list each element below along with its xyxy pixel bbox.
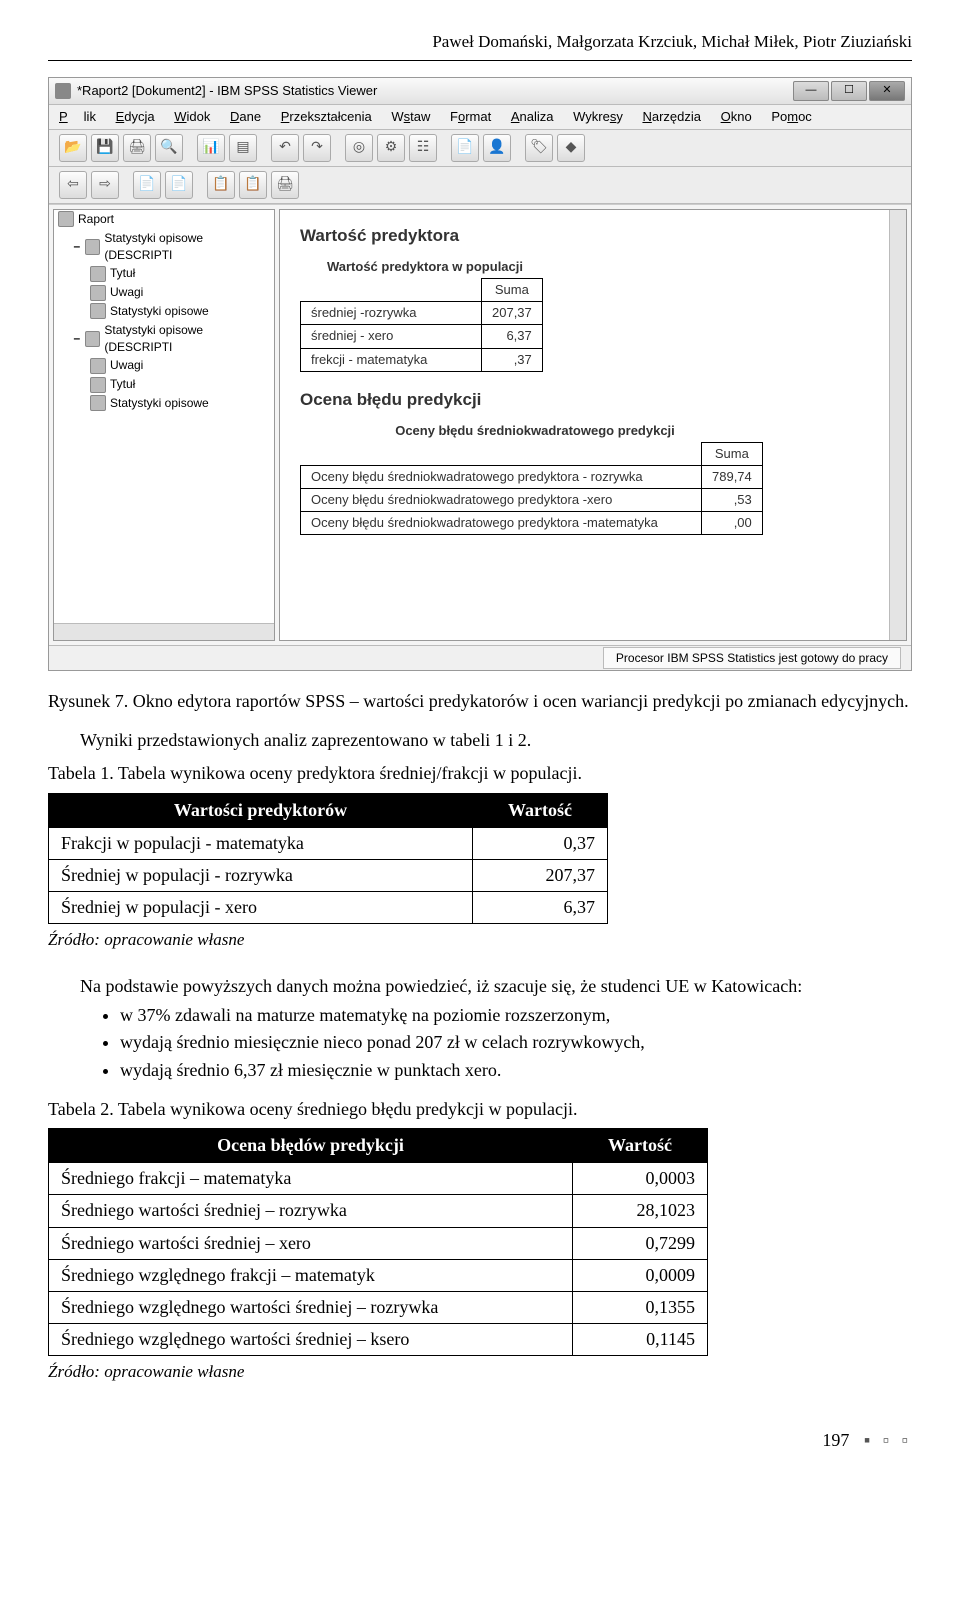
- toolbar-primary: 📂 💾 🖨 🔍 📊 ▤ ↶ ↷ ◎ ⚙ ☷ 📄 👤 🏷 ◆: [49, 130, 911, 167]
- tree-item[interactable]: Uwagi: [54, 283, 274, 302]
- stats-icon: [85, 331, 101, 347]
- note-icon: [90, 395, 106, 411]
- table1-predictor-values: Wartości predyktorów Wartość Frakcji w p…: [48, 793, 608, 925]
- scrollbar-vertical[interactable]: [889, 210, 906, 640]
- table-title: Oceny błędu średniokwadratowego predykcj…: [300, 422, 770, 440]
- menu-okno[interactable]: Okno: [721, 108, 752, 126]
- menu-wykresy[interactable]: Wykresy: [573, 108, 623, 126]
- app-icon: [55, 83, 71, 99]
- nav-print-icon[interactable]: 🖨: [271, 171, 299, 199]
- status-text: Procesor IBM SPSS Statistics jest gotowy…: [603, 647, 901, 670]
- th-predictors: Wartości predyktorów: [49, 793, 473, 827]
- toolbar-plugin-icon[interactable]: ◆: [557, 134, 585, 162]
- bullet-list: w 37% zdawali na maturze matematykę na p…: [48, 1003, 912, 1083]
- table2-source: Źródło: opracowanie własne: [48, 1360, 912, 1384]
- note-icon: [90, 266, 106, 282]
- toolbar-undo-icon[interactable]: ↶: [271, 134, 299, 162]
- bullet-item: w 37% zdawali na maturze matematykę na p…: [120, 1003, 912, 1028]
- menu-przeksztalcenia[interactable]: Przekształcenia: [281, 108, 372, 126]
- table1-caption: Tabela 1. Tabela wynikowa oceny predykto…: [48, 761, 912, 786]
- tree-item[interactable]: Tytuł: [54, 264, 274, 283]
- toolbar-user-icon[interactable]: 👤: [483, 134, 511, 162]
- toolbar-chart-icon[interactable]: 📊: [197, 134, 225, 162]
- menu-analiza[interactable]: Analiza: [511, 108, 554, 126]
- tree-root[interactable]: Raport: [54, 210, 274, 229]
- prediction-error-table: Suma Oceny błędu średniokwadratowego pre…: [300, 442, 763, 536]
- toolbar-print-icon[interactable]: 🖨: [123, 134, 151, 162]
- maximize-button[interactable]: ☐: [831, 81, 867, 101]
- tree-item[interactable]: –Statystyki opisowe (DESCRIPTI: [54, 321, 274, 357]
- tree-item[interactable]: –Statystyki opisowe (DESCRIPTI: [54, 229, 274, 265]
- th-value: Wartość: [473, 793, 608, 827]
- table-title: Wartość predyktora w populacji: [300, 258, 550, 276]
- menu-plik[interactable]: Plik: [59, 108, 96, 126]
- figure-caption: Rysunek 7. Okno edytora raportów SPSS – …: [48, 689, 912, 714]
- page-header-authors: Paweł Domański, Małgorzata Krzciuk, Mich…: [48, 30, 912, 61]
- folder-icon: [58, 211, 74, 227]
- nav-copy-icon[interactable]: 📋: [207, 171, 235, 199]
- toolbar-gear-icon[interactable]: ⚙: [377, 134, 405, 162]
- menu-format[interactable]: Format: [450, 108, 491, 126]
- nav-back-icon[interactable]: ⇦: [59, 171, 87, 199]
- spss-viewer-window: *Raport2 [Dokument2] - IBM SPSS Statisti…: [48, 77, 912, 671]
- window-title: *Raport2 [Dokument2] - IBM SPSS Statisti…: [77, 82, 377, 100]
- table2-prediction-errors: Ocena błędów predykcji Wartość Średniego…: [48, 1128, 708, 1356]
- note-icon: [90, 377, 106, 393]
- th-value: Wartość: [573, 1129, 708, 1163]
- note-icon: [90, 285, 106, 301]
- table2-caption: Tabela 2. Tabela wynikowa oceny średnieg…: [48, 1097, 912, 1122]
- bullet-item: wydają średnio miesięcznie nieco ponad 2…: [120, 1030, 912, 1055]
- nav-paste-icon[interactable]: 📋: [239, 171, 267, 199]
- menu-widok[interactable]: Widok: [174, 108, 210, 126]
- th-errors: Ocena błędów predykcji: [49, 1129, 573, 1163]
- table1-source: Źródło: opracowanie własne: [48, 928, 912, 952]
- menu-edycja[interactable]: Edycja: [116, 108, 155, 126]
- stats-icon: [85, 239, 101, 255]
- output-viewer: Wartość predyktora Wartość predyktora w …: [279, 209, 907, 641]
- menu-pomoc[interactable]: Pomoc: [771, 108, 811, 126]
- body-paragraph: Na podstawie powyższych danych można pow…: [48, 974, 912, 999]
- section-heading: Ocena błędu predykcji: [300, 388, 886, 412]
- note-icon: [90, 358, 106, 374]
- nav-doc2-icon[interactable]: 📄: [165, 171, 193, 199]
- page-dots-icon: ▪ ▫ ▫: [855, 1430, 912, 1450]
- statusbar: Procesor IBM SPSS Statistics jest gotowy…: [49, 645, 911, 670]
- menu-dane[interactable]: Dane: [230, 108, 261, 126]
- predictor-value-table: Suma średniej -rozrywka207,37 średniej -…: [300, 278, 543, 372]
- nav-doc1-icon[interactable]: 📄: [133, 171, 161, 199]
- toolbar-target-icon[interactable]: ◎: [345, 134, 373, 162]
- toolbar-open-icon[interactable]: 📂: [59, 134, 87, 162]
- minimize-button[interactable]: —: [793, 81, 829, 101]
- section-heading: Wartość predyktora: [300, 224, 886, 248]
- toolbar-tag-icon[interactable]: 🏷: [525, 134, 553, 162]
- window-titlebar: *Raport2 [Dokument2] - IBM SPSS Statisti…: [49, 78, 911, 105]
- menu-wstaw[interactable]: Wstaw: [391, 108, 430, 126]
- scrollbar-horizontal[interactable]: [54, 623, 274, 640]
- body-paragraph: Wyniki przedstawionych analiz zaprezento…: [48, 728, 912, 753]
- toolbar-preview-icon[interactable]: 🔍: [155, 134, 183, 162]
- tree-item[interactable]: Uwagi: [54, 356, 274, 375]
- toolbar-redo-icon[interactable]: ↷: [303, 134, 331, 162]
- bullet-item: wydają średnio 6,37 zł miesięcznie w pun…: [120, 1058, 912, 1083]
- tree-item[interactable]: Statystyki opisowe: [54, 302, 274, 321]
- note-icon: [90, 303, 106, 319]
- close-button[interactable]: ✕: [869, 81, 905, 101]
- toolbar-grid-icon[interactable]: ▤: [229, 134, 257, 162]
- tree-item[interactable]: Tytuł: [54, 375, 274, 394]
- toolbar-save-icon[interactable]: 💾: [91, 134, 119, 162]
- page-number: 197 ▪ ▫ ▫: [48, 1428, 912, 1453]
- tree-item[interactable]: Statystyki opisowe: [54, 394, 274, 413]
- menu-narzedzia[interactable]: Narzędzia: [642, 108, 701, 126]
- toolbar-tree-icon[interactable]: ☷: [409, 134, 437, 162]
- nav-forward-icon[interactable]: ⇨: [91, 171, 119, 199]
- menubar: Plik Edycja Widok Dane Przekształcenia W…: [49, 105, 911, 130]
- outline-tree[interactable]: Raport –Statystyki opisowe (DESCRIPTI Ty…: [53, 209, 275, 641]
- toolbar-doc-icon[interactable]: 📄: [451, 134, 479, 162]
- toolbar-secondary: ⇦ ⇨ 📄 📄 📋 📋 🖨: [49, 167, 911, 204]
